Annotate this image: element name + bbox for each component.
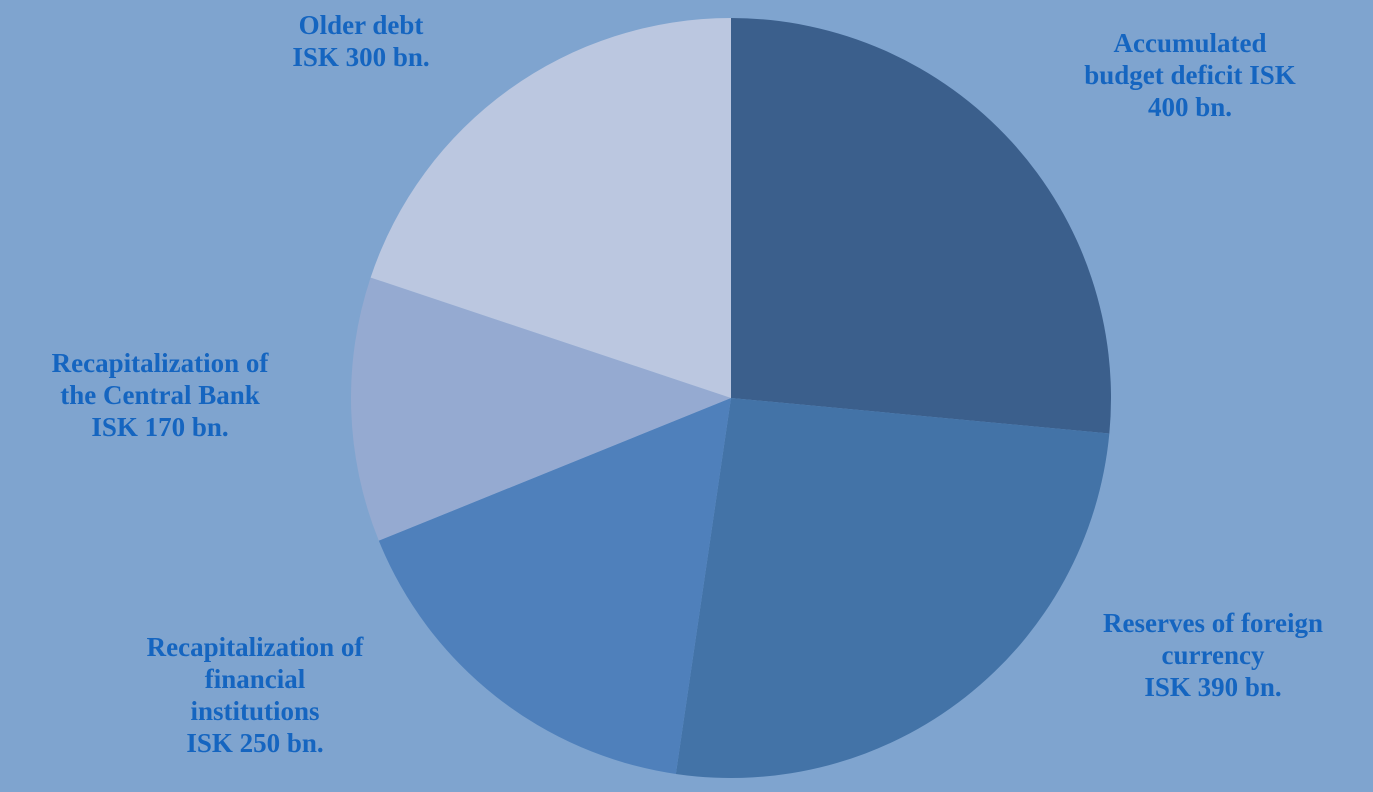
label-line: Recapitalization of: [51, 348, 269, 378]
label-line: ISK 300 bn.: [292, 41, 430, 72]
pie-slice-reserves-of-foreign-currency: [675, 398, 1110, 779]
label-line: the Central Bank: [60, 379, 260, 410]
label-line: institutions: [190, 695, 320, 726]
label-line: Reserves of foreign: [1103, 608, 1323, 638]
pie-slice-accumulated-budget-deficit: [731, 18, 1112, 434]
label-line: financial: [204, 663, 306, 694]
pie-slice-recapitalization-of-the-central-bank: [350, 277, 731, 541]
label-line: budget deficit ISK: [1084, 59, 1296, 90]
label-line: currency: [1161, 639, 1265, 670]
label-line: Recapitalization of: [146, 632, 364, 662]
label-reserves-of-foreign-currency: Reserves of foreign currency ISK 390 bn.: [1058, 608, 1368, 704]
pie-slice-older-debt: [370, 18, 731, 398]
label-line: ISK 250 bn.: [186, 727, 324, 758]
label-line: Older debt: [298, 10, 424, 40]
label-line: Accumulated: [1113, 28, 1267, 58]
label-accumulated-budget-deficit: Accumulated budget deficit ISK 400 bn.: [1040, 28, 1340, 124]
label-line: ISK 390 bn.: [1144, 671, 1282, 702]
label-line: 400 bn.: [1147, 91, 1233, 122]
label-recapitalization-of-financial-institutions: Recapitalization of financial institutio…: [100, 632, 410, 759]
label-older-debt: Older debt ISK 300 bn.: [236, 10, 486, 74]
label-recapitalization-of-the-central-bank: Recapitalization of the Central Bank ISK…: [5, 348, 315, 444]
label-line: ISK 170 bn.: [91, 411, 229, 442]
pie-slice-recapitalization-of-financial-institutions: [378, 398, 731, 774]
